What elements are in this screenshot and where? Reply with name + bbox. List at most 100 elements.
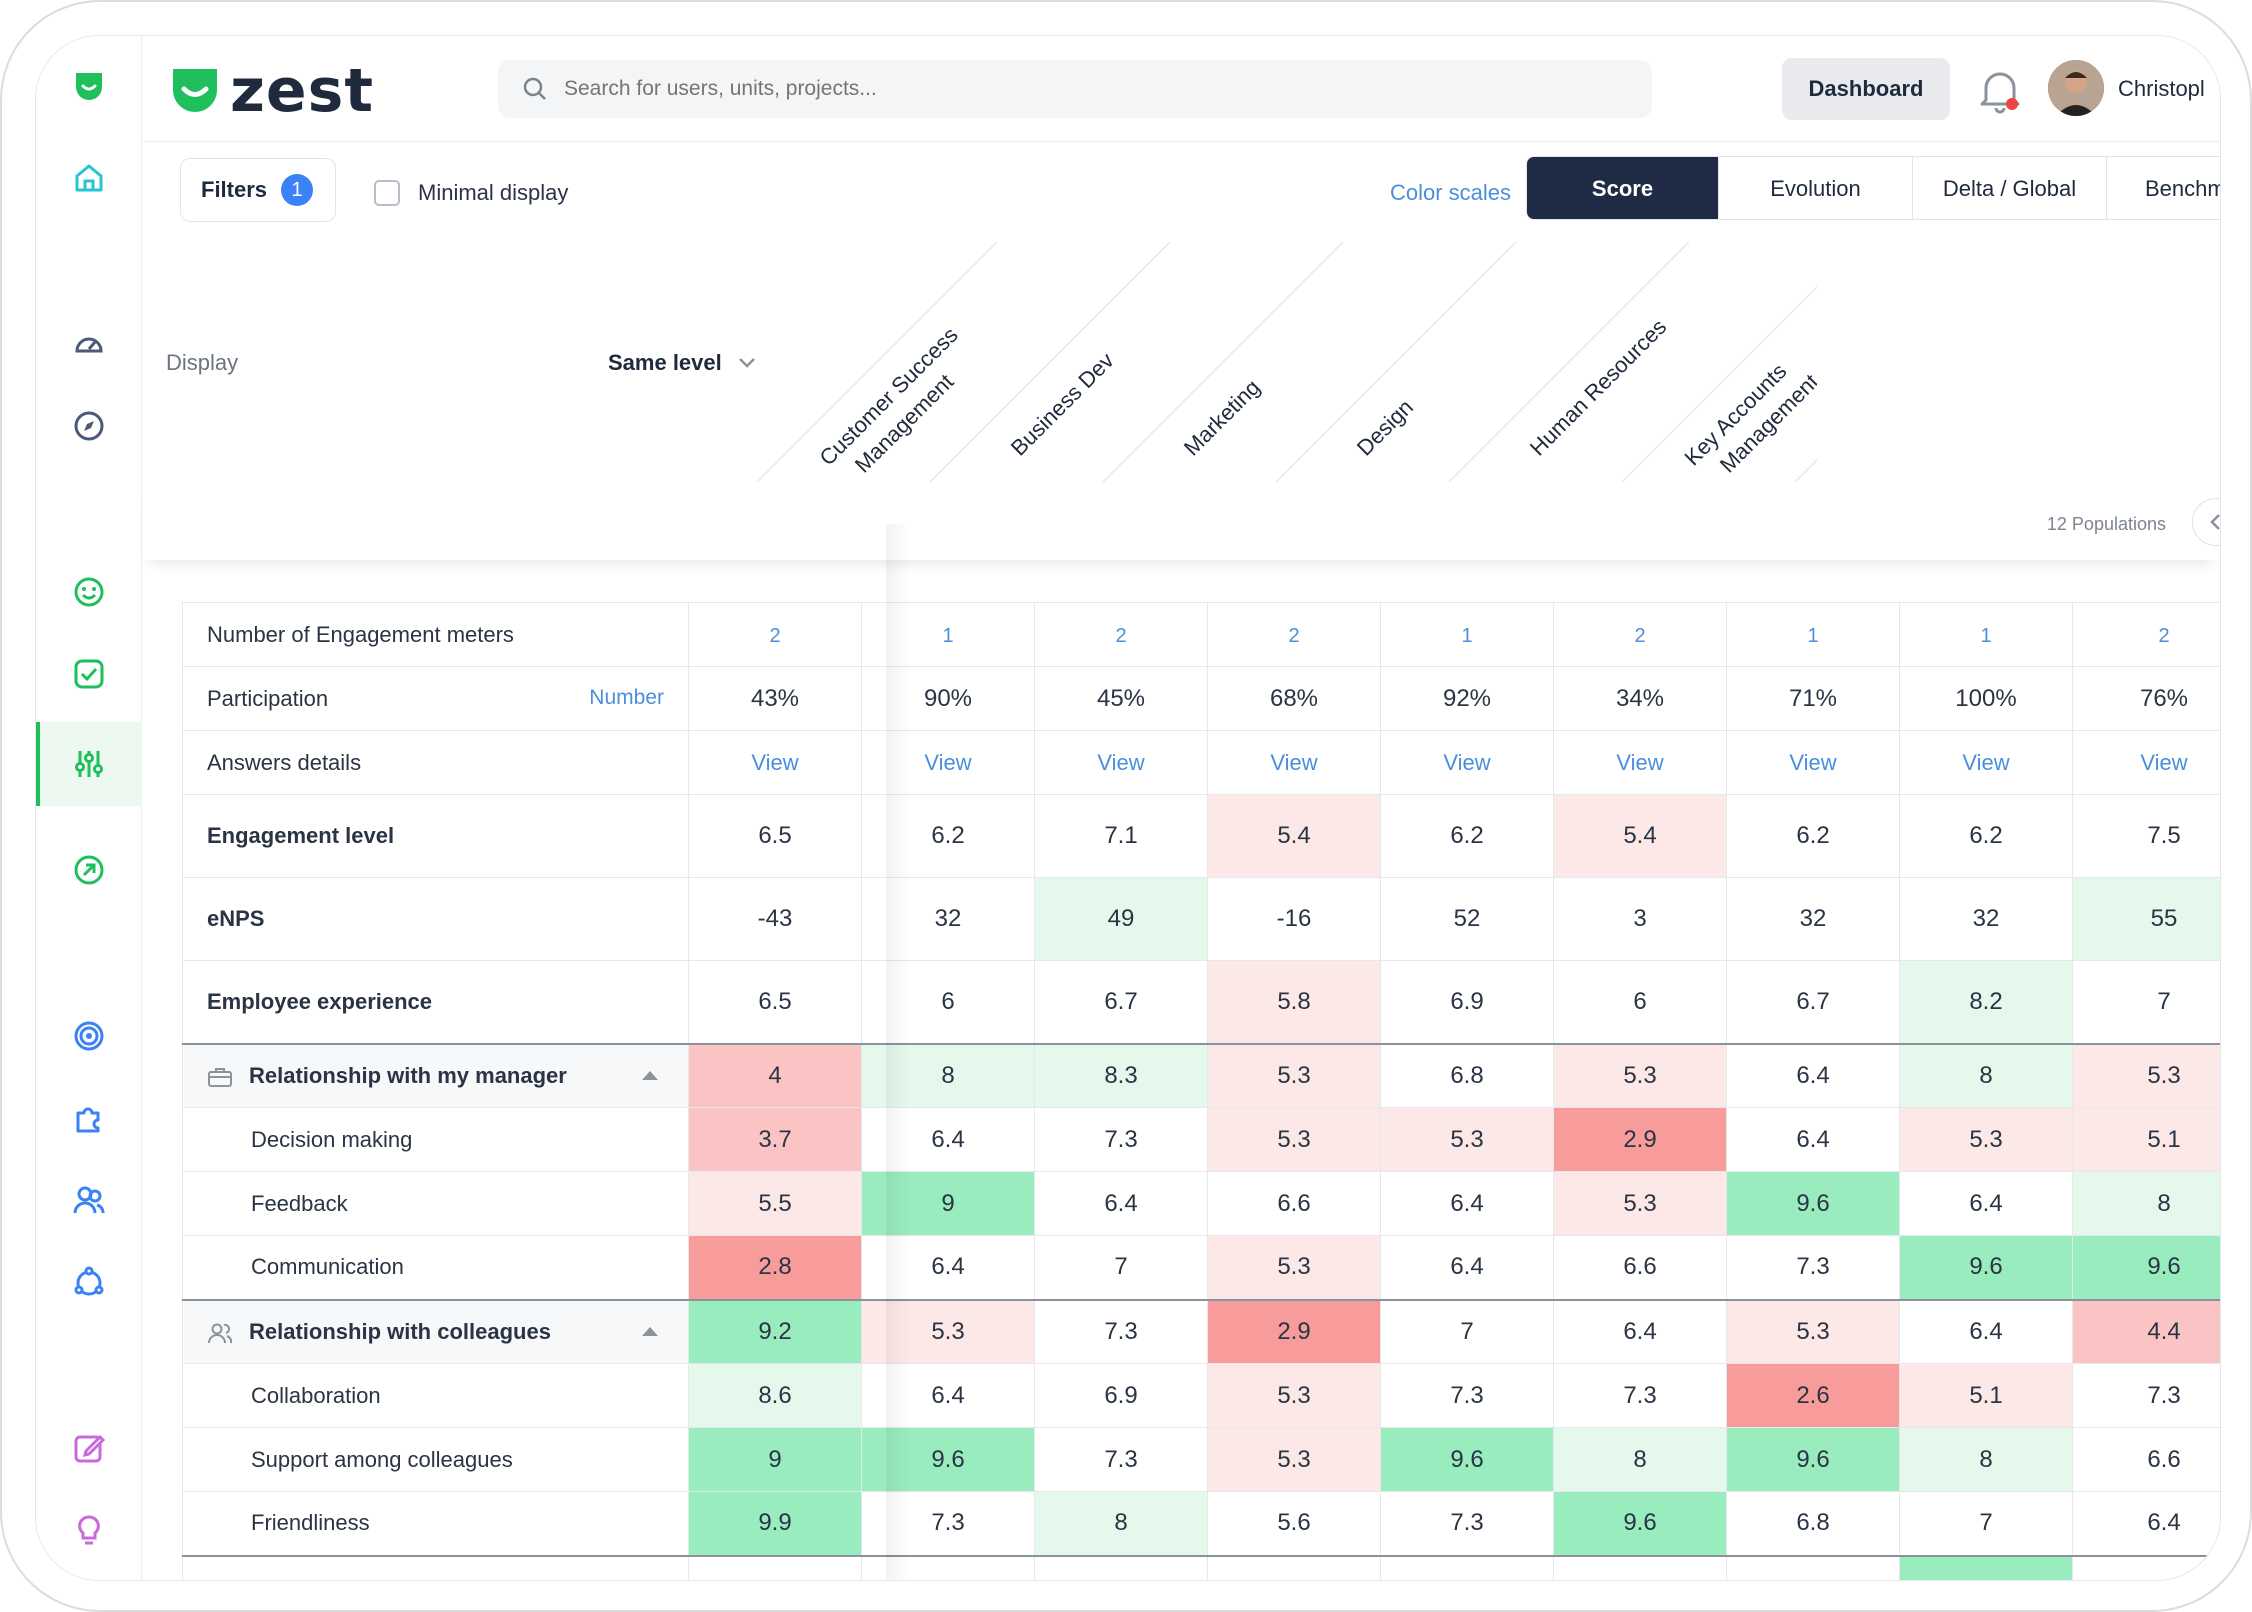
table-cell: 6.8 [1726, 1491, 1900, 1556]
meter-count[interactable]: 1 [1461, 624, 1473, 647]
column-header-4[interactable]: Human Resources [1525, 314, 1672, 461]
color-scales-link[interactable]: Color scales [1390, 180, 1512, 205]
view-link[interactable]: View [1443, 749, 1491, 775]
filters-button[interactable]: Filters 1 [180, 158, 336, 222]
cycle-icon[interactable] [71, 1264, 107, 1300]
target-icon[interactable] [71, 1018, 107, 1054]
table-cell [1034, 1554, 1208, 1580]
zest-logo-icon[interactable] [71, 68, 107, 104]
column-header-1[interactable]: Business Dev [1006, 348, 1119, 461]
checkbox-icon[interactable] [71, 656, 107, 692]
table-row: Friendliness 9.9 7.3 8 5.6 7.3 9.6 6.8 7… [182, 1491, 2220, 1556]
table-cell: 5.3 [1207, 1363, 1381, 1428]
meter-count[interactable]: 2 [2158, 624, 2170, 647]
compass-icon[interactable] [71, 408, 107, 444]
view-link[interactable]: View [1270, 749, 1318, 775]
view-link[interactable]: View [1962, 749, 2010, 775]
populations-bar: 12 Populations [142, 484, 2220, 560]
meter-count[interactable]: 1 [1980, 624, 1992, 647]
meter-count[interactable]: 1 [942, 624, 954, 647]
meter-count[interactable]: 2 [1634, 624, 1646, 647]
filters-label: Filters [201, 177, 268, 202]
table-cell: 5.3 [1899, 1107, 2073, 1172]
table-cell: 6 [1553, 960, 1727, 1044]
meter-count[interactable]: 2 [1288, 624, 1300, 647]
table-row: Communication 2.8 6.4 7 5.3 6.4 6.6 7.3 … [182, 1235, 2220, 1300]
edit-icon[interactable] [71, 1430, 107, 1466]
minimal-display-checkbox[interactable] [374, 180, 400, 206]
table-cell: 32 [1899, 877, 2073, 961]
view-link[interactable]: View [2140, 749, 2188, 775]
meter-count[interactable]: 2 [769, 624, 781, 647]
lightbulb-icon[interactable] [71, 1512, 107, 1548]
column-header-5[interactable]: Key AccountsManagement [1679, 348, 1817, 484]
row-label[interactable]: Relationship with my manager [182, 1042, 689, 1108]
table-cell: 9.6 [861, 1427, 1035, 1492]
level-select[interactable]: Same level [608, 350, 758, 376]
table-cell: 6.4 [2072, 1491, 2220, 1556]
table-cell: 9.6 [1380, 1427, 1554, 1492]
tab-delta-global[interactable]: Delta / Global [1913, 157, 2107, 219]
view-link[interactable]: View [1789, 749, 1837, 775]
table-cell: View [1899, 730, 2073, 795]
number-toggle-link[interactable]: Number [589, 685, 664, 709]
row-label[interactable]: Relationship with colleagues [182, 1298, 689, 1364]
puzzle-icon[interactable] [71, 1100, 107, 1136]
meter-count[interactable]: 2 [1115, 624, 1127, 647]
arrow-circle-icon[interactable] [71, 852, 107, 888]
dashboard-button[interactable]: Dashboard [1782, 58, 1950, 120]
table-cell: 76% [2072, 666, 2220, 731]
search-icon [523, 77, 546, 100]
smiley-icon[interactable] [71, 574, 107, 610]
table-cell: 6.2 [1380, 794, 1554, 878]
table-cell: 7.3 [1034, 1107, 1208, 1172]
search-input[interactable] [564, 77, 1464, 101]
column-header-2[interactable]: Marketing [1179, 375, 1265, 461]
table-cell: 6.4 [1726, 1107, 1900, 1172]
view-link[interactable]: View [1616, 749, 1664, 775]
meter-count[interactable]: 1 [1807, 624, 1819, 647]
table-cell: 7.5 [2072, 794, 2220, 878]
brand-logo[interactable]: zest [168, 56, 374, 126]
collapse-icon[interactable] [642, 1326, 658, 1336]
briefcase-icon [208, 1067, 232, 1087]
speedometer-icon[interactable] [71, 326, 107, 362]
table-cell: 6.5 [688, 794, 862, 878]
view-link[interactable]: View [924, 749, 972, 775]
table-cell: 34% [1553, 666, 1727, 731]
column-header-0[interactable]: Customer SuccessManagement [814, 322, 983, 484]
tab-evolution[interactable]: Evolution [1719, 157, 1913, 219]
table-cell: 5.4 [1207, 794, 1381, 878]
tab-score[interactable]: Score [1527, 157, 1719, 219]
row-label: Decision making [182, 1107, 689, 1172]
column-header-3[interactable]: Design [1352, 394, 1418, 460]
table-cell: 6.8 [1380, 1042, 1554, 1108]
table-cell: 7.3 [1380, 1491, 1554, 1556]
sliders-icon[interactable] [71, 746, 107, 782]
table-cell [2072, 1554, 2220, 1580]
table-cell: 7.3 [2072, 1363, 2220, 1428]
home-icon[interactable] [71, 160, 107, 196]
table-cell: 5.4 [1553, 794, 1727, 878]
minimal-display-label[interactable]: Minimal display [418, 180, 569, 205]
scroll-left-button[interactable] [2192, 498, 2220, 546]
avatar[interactable] [2048, 60, 2104, 116]
view-link[interactable]: View [751, 749, 799, 775]
search-bar[interactable] [498, 60, 1652, 118]
users-group-icon [208, 1323, 233, 1344]
username[interactable]: Christopl [2118, 76, 2205, 101]
notifications-button[interactable] [1978, 66, 2022, 114]
table-cell: 7.3 [1726, 1235, 1900, 1300]
participation-label: Participation [207, 685, 329, 711]
table-cell: 6.9 [1380, 960, 1554, 1044]
users-icon[interactable] [71, 1182, 107, 1218]
view-link[interactable]: View [1097, 749, 1145, 775]
tab-benchmark[interactable]: Benchm [2107, 157, 2220, 219]
row-label: Number of Engagement meters [182, 602, 689, 667]
collapse-icon[interactable] [642, 1070, 658, 1080]
table-row[interactable]: Relationship with colleagues 9.2 5.3 7.3… [182, 1298, 2220, 1364]
table-row[interactable]: Relationship with my manager 4 8 8.3 5.3… [182, 1042, 2220, 1108]
table-cell: 2 [1553, 602, 1727, 667]
table-cell: 5.8 [1207, 960, 1381, 1044]
table-cell: 1 [861, 602, 1035, 667]
